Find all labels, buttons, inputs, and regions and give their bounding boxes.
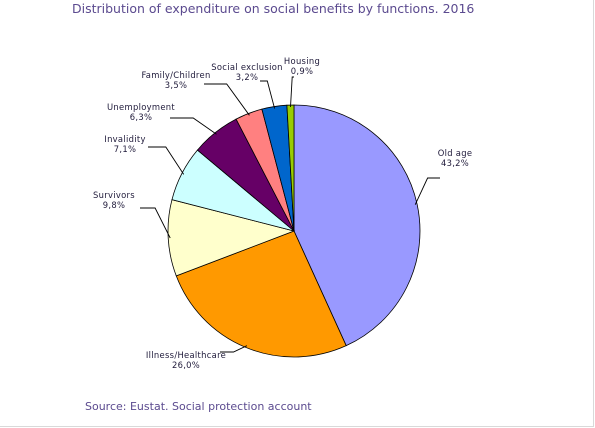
- slice-label: Survivors: [93, 190, 135, 200]
- slice-label: Unemployment: [107, 102, 175, 112]
- slice-label: Social exclusion: [211, 62, 282, 72]
- slice-label: Old age: [438, 148, 473, 158]
- slice-value-label: 9,8%: [103, 200, 125, 210]
- leader-line: [414, 177, 440, 205]
- slice-value-label: 0,9%: [291, 66, 313, 76]
- leader-line: [290, 76, 294, 108]
- slice-value-label: 7,1%: [114, 144, 136, 154]
- slice-label: Housing: [284, 56, 320, 66]
- leader-line: [260, 80, 276, 109]
- leader-line: [148, 146, 185, 175]
- pie-slice-survivors: [167, 199, 296, 277]
- slice-value-label: 3,2%: [236, 72, 258, 82]
- chart-source: Source: Eustat. Social protection accoun…: [85, 400, 312, 413]
- slice-value-label: 43,2%: [441, 158, 469, 168]
- leader-line: [220, 345, 248, 353]
- leader-line: [170, 117, 217, 135]
- leader-line: [140, 207, 171, 239]
- chart-title: Distribution of expenditure on social be…: [72, 1, 475, 16]
- pie-slice-illness-healthcare: [175, 230, 347, 358]
- slice-label: Invalidity: [104, 134, 145, 144]
- slice-label: Family/Children: [141, 70, 210, 80]
- leader-line: [204, 83, 250, 116]
- slice-value-label: 26,0%: [172, 360, 200, 370]
- slice-value-label: 3,5%: [165, 80, 187, 90]
- slice-label: Illness/Healthcare: [146, 350, 226, 360]
- slice-value-label: 6,3%: [130, 112, 152, 122]
- pie-slice-old-age: [293, 104, 421, 347]
